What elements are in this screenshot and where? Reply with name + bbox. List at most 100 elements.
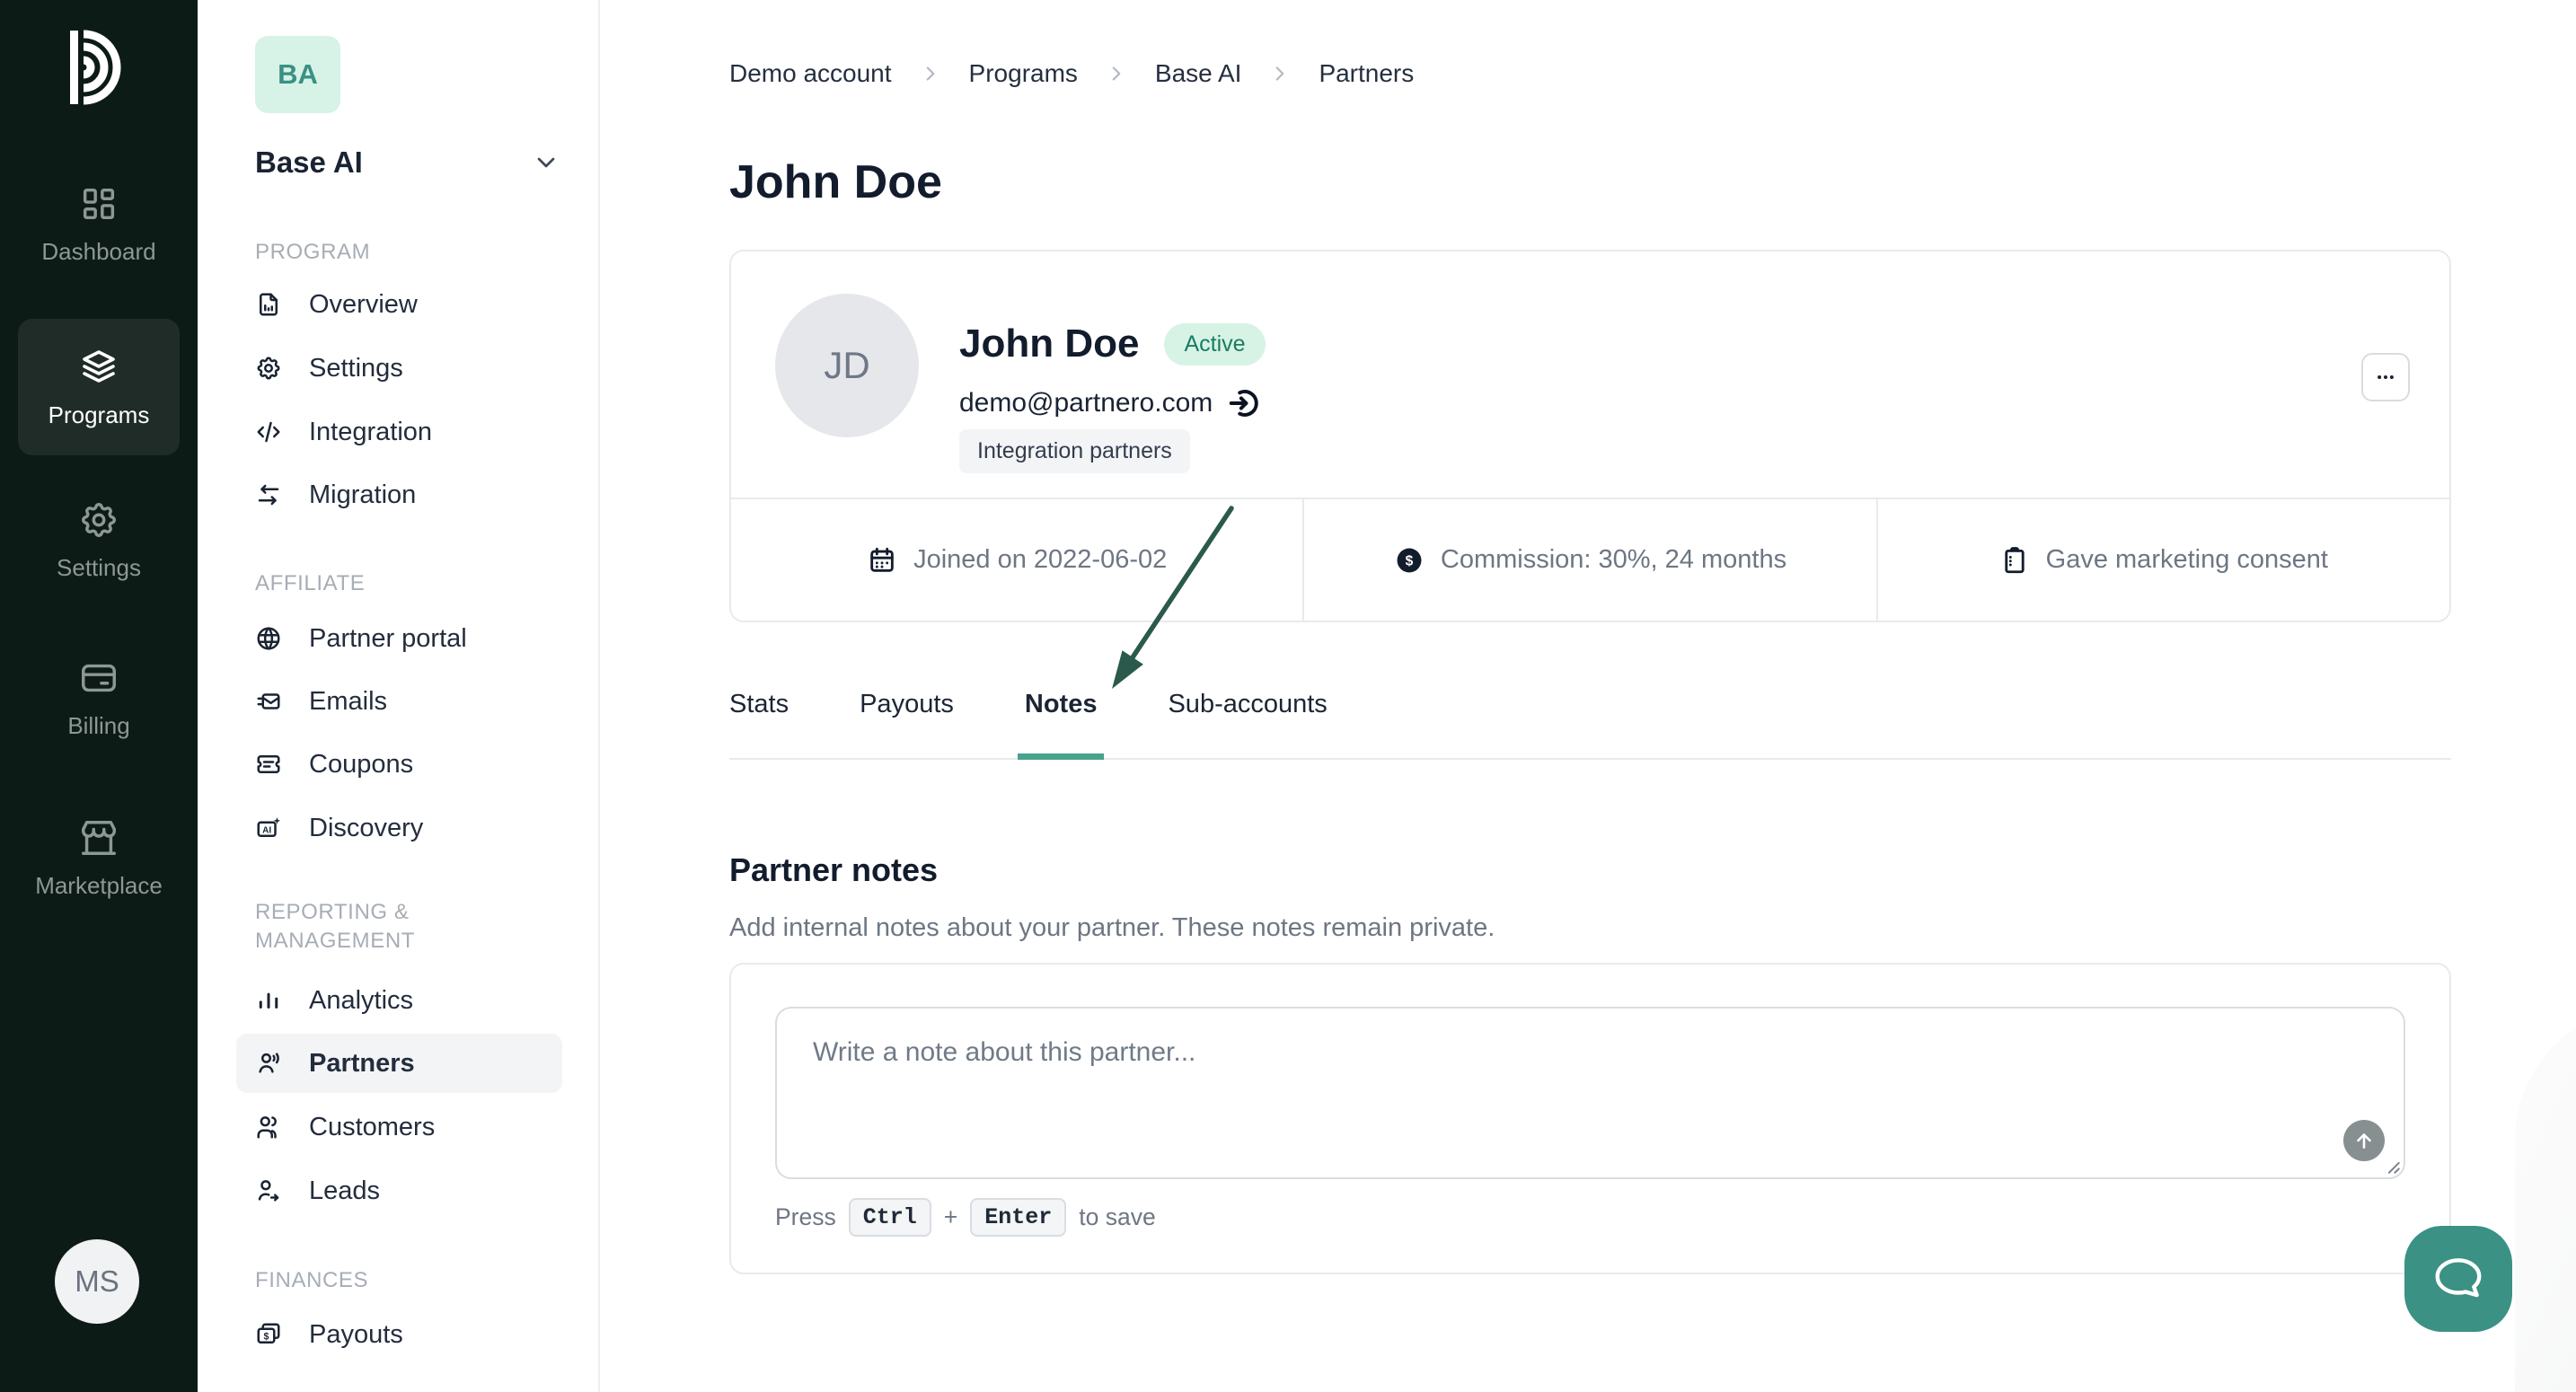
note-input[interactable]: [775, 1007, 2405, 1179]
settings-icon: [82, 503, 116, 537]
chat-launcher-button[interactable]: [2404, 1226, 2512, 1332]
billing-icon: [82, 664, 116, 692]
rail-item-programs[interactable]: Programs: [18, 319, 180, 455]
notes-card: Press Ctrl + Enter to save: [729, 963, 2451, 1274]
fact-text: Commission: 30%, 24 months: [1440, 545, 1787, 574]
tab-payouts[interactable]: Payouts: [860, 690, 954, 718]
sidebar-item-label: Integration: [309, 417, 433, 446]
program-avatar[interactable]: BA: [255, 36, 340, 113]
sidebar-item-label: Payouts: [309, 1319, 403, 1349]
breadcrumb-item[interactable]: Demo account: [729, 59, 892, 87]
coupons-icon: [257, 755, 280, 773]
hint-suffix: to save: [1079, 1203, 1156, 1230]
partner-avatar: JD: [775, 294, 919, 437]
chevron-right-icon: [1112, 66, 1121, 81]
section-label-program: PROGRAM: [255, 240, 371, 264]
chat-bubble-icon: [2435, 1258, 2482, 1298]
sidebar-item-partner-portal[interactable]: Partner portal: [198, 612, 598, 665]
sidebar-item-overview[interactable]: Overview: [198, 278, 598, 331]
tab-stats[interactable]: Stats: [729, 690, 790, 718]
sidebar-item-label: Coupons: [309, 749, 414, 779]
sidebar-item-migration[interactable]: Migration: [198, 468, 598, 522]
sidebar-item-label: Customers: [309, 1112, 436, 1141]
fact-consent: Gave marketing consent: [1875, 499, 2449, 621]
rail-item-label: Programs: [48, 401, 150, 428]
ellipsis-icon: [2378, 375, 2394, 379]
program-settings-icon: [257, 357, 280, 380]
migration-icon: [258, 484, 279, 506]
breadcrumb-item[interactable]: Partners: [1319, 59, 1415, 87]
rail-item-billing[interactable]: Billing: [0, 657, 198, 740]
hint-prefix: Press: [775, 1203, 836, 1230]
main-nav-rail: Dashboard Programs Settings Billing: [0, 0, 198, 1392]
sidebar-item-emails[interactable]: Emails: [198, 674, 598, 728]
section-label-reporting: REPORTING & MANAGEMENT: [255, 900, 416, 953]
sidebar-item-payouts[interactable]: $ Payouts: [198, 1308, 598, 1361]
partner-card-header: JD John Doe Active demo@partnero.com Int…: [731, 251, 2449, 501]
save-note-button[interactable]: [2343, 1120, 2385, 1161]
partner-facts-row: Joined on 2022-06-02 $ Commission: 30%, …: [731, 498, 2449, 621]
fact-text: Joined on 2022-06-02: [913, 545, 1168, 574]
sidebar-item-discovery[interactable]: AI Discovery: [198, 801, 598, 855]
rail-item-label: Dashboard: [41, 238, 156, 265]
program-name: Base AI: [255, 145, 363, 179]
chevron-right-icon: [926, 66, 934, 81]
program-initials: BA: [278, 58, 318, 90]
tab-sub-accounts[interactable]: Sub-accounts: [1168, 690, 1328, 718]
program-switcher[interactable]: Base AI: [255, 145, 560, 180]
sidebar-item-analytics[interactable]: Analytics: [198, 974, 598, 1027]
chevron-right-icon: [1276, 66, 1284, 81]
sidebar-item-label: Overview: [309, 289, 418, 319]
save-hint: Press Ctrl + Enter to save: [775, 1198, 1156, 1237]
partner-group-tag[interactable]: Integration partners: [959, 429, 1190, 473]
sidebar-item-coupons[interactable]: Coupons: [198, 737, 598, 791]
tab-notes[interactable]: Notes: [1017, 665, 1105, 760]
payouts-icon: $: [257, 1323, 280, 1344]
partnero-logo[interactable]: [65, 29, 128, 106]
sidebar-item-integration[interactable]: Integration: [198, 405, 598, 459]
notes-description: Add internal notes about your partner. T…: [729, 913, 1495, 942]
partner-tabs: Stats Payouts Notes Sub-accounts: [729, 665, 2451, 760]
partner-email: demo@partnero.com: [959, 388, 1213, 418]
dashboard-icon: [83, 188, 115, 220]
breadcrumb: Demo account Programs Base AI Partners: [729, 59, 1414, 88]
sidebar-item-customers[interactable]: Customers: [198, 1100, 598, 1154]
decorative-corner-shape: [2515, 1006, 2576, 1392]
marketplace-icon: [82, 821, 116, 855]
sidebar-item-label: Migration: [309, 480, 417, 509]
partner-initials: JD: [824, 344, 870, 386]
sidebar-item-leads[interactable]: Leads: [198, 1164, 598, 1218]
svg-text:AI: AI: [262, 825, 271, 835]
sidebar-item-label: Discovery: [309, 813, 424, 842]
card-menu-button[interactable]: [2361, 353, 2410, 401]
rail-item-label: Marketplace: [35, 872, 163, 899]
notes-heading: Partner notes: [729, 850, 939, 888]
user-avatar[interactable]: MS: [55, 1239, 139, 1324]
consent-clipboard-icon: [2005, 546, 2025, 573]
status-badge: Active: [1164, 322, 1266, 366]
integration-icon: [257, 421, 280, 443]
rail-item-settings[interactable]: Settings: [0, 499, 198, 582]
rail-item-marketplace[interactable]: Marketplace: [0, 817, 198, 900]
partner-card: JD John Doe Active demo@partnero.com Int…: [729, 250, 2451, 622]
leads-icon: [258, 1180, 279, 1202]
calendar-icon: [870, 547, 894, 572]
kbd-enter: Enter: [970, 1198, 1067, 1237]
sidebar-item-label: Analytics: [309, 985, 414, 1015]
resize-handle-icon[interactable]: [2378, 1152, 2402, 1176]
fact-text: Gave marketing consent: [2045, 545, 2328, 574]
breadcrumb-item[interactable]: Programs: [968, 59, 1078, 87]
partner-name: John Doe: [959, 322, 1140, 366]
sidebar-item-label: Leads: [309, 1176, 381, 1205]
rail-item-label: Settings: [57, 554, 141, 581]
rail-item-dashboard[interactable]: Dashboard: [0, 183, 198, 266]
sidebar-active-highlight: [236, 1034, 562, 1093]
sidebar-item-settings[interactable]: Settings: [198, 341, 598, 395]
kbd-ctrl: Ctrl: [848, 1198, 931, 1237]
login-as-partner-icon[interactable]: [1227, 386, 1261, 420]
sidebar-item-partners[interactable]: Partners: [198, 1036, 598, 1090]
analytics-icon: [259, 992, 278, 1009]
sidebar-item-label: Partners: [309, 1048, 415, 1078]
program-sidebar: BA Base AI PROGRAM Overview Settings: [198, 0, 600, 1392]
breadcrumb-item[interactable]: Base AI: [1154, 59, 1242, 87]
